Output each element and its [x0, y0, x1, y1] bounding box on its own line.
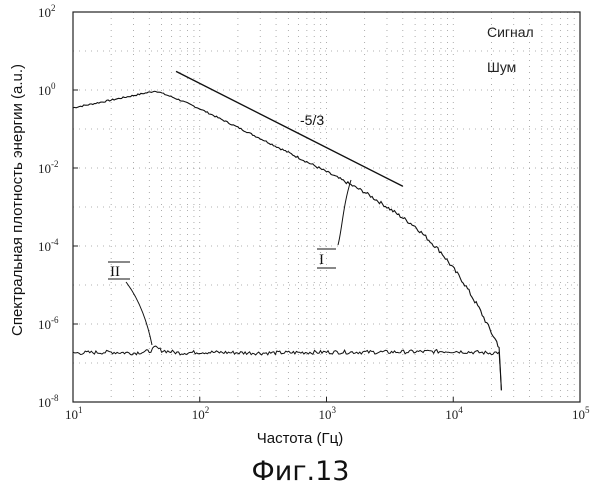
x-tick-label: 105: [572, 405, 590, 422]
legend-entry-signal: Сигнал: [487, 24, 534, 40]
noise-series-line: [72, 345, 502, 391]
signal-series-label: I: [319, 252, 324, 268]
noise-series-label: II: [110, 264, 120, 280]
signal-leader-line: [337, 179, 352, 246]
x-axis-title: Частота (Гц): [257, 430, 343, 447]
series-layer: [72, 90, 502, 391]
y-tick-label: 100: [38, 81, 56, 98]
x-tick-label: 104: [445, 405, 463, 422]
slope-label: -5/3: [300, 112, 324, 128]
slope-reference-line: [175, 70, 404, 187]
y-tick-label: 10-2: [38, 159, 59, 176]
noise-leader-line: [125, 281, 153, 346]
figure-caption: Фиг.13: [251, 456, 350, 487]
y-tick-label: 102: [38, 3, 56, 20]
y-tick-label: 10-6: [38, 315, 59, 332]
x-tick-label: 102: [192, 405, 210, 422]
y-tick-label: 10-4: [38, 237, 59, 254]
legend-entry-noise: Шум: [487, 59, 516, 75]
signal-series-line: [72, 90, 502, 391]
legend: Сигнал Шум: [487, 24, 534, 75]
x-tick-label: 101: [65, 405, 83, 422]
y-tick-label: 10-8: [38, 393, 59, 410]
grid-layer: [73, 12, 580, 402]
y-axis-title: Спектральная плотность энергии (a.u.): [9, 64, 26, 336]
x-tick-label: 103: [319, 405, 337, 422]
